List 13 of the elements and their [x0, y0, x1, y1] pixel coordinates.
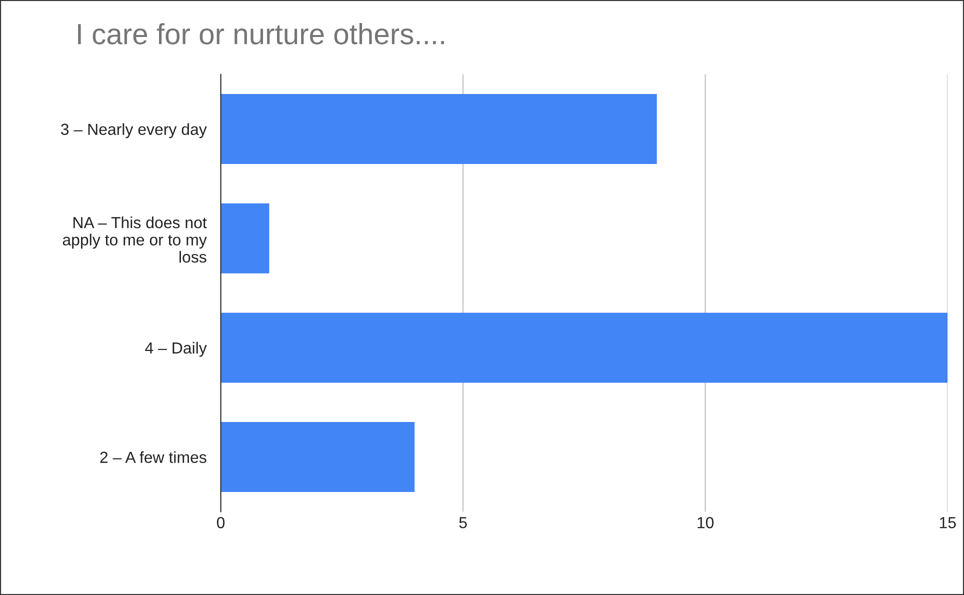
x-tick-label: 10	[698, 516, 714, 528]
x-tick-label: 5	[459, 517, 467, 528]
y-tick-label: 3 – Nearly every day	[61, 123, 207, 138]
bar	[220, 94, 657, 164]
bar	[220, 312, 948, 383]
y-tick-label: NA – This does not apply to me or to my loss	[62, 216, 207, 263]
bar	[220, 203, 270, 274]
x-tick-label: 0	[216, 516, 225, 528]
y-tick-label: 4 – Daily	[145, 342, 207, 357]
bar	[220, 422, 415, 492]
chart-title: I care for or nurture others....	[78, 23, 444, 44]
x-tick-label: 15	[940, 517, 956, 528]
y-tick-label: 2 – A few times	[100, 451, 206, 463]
